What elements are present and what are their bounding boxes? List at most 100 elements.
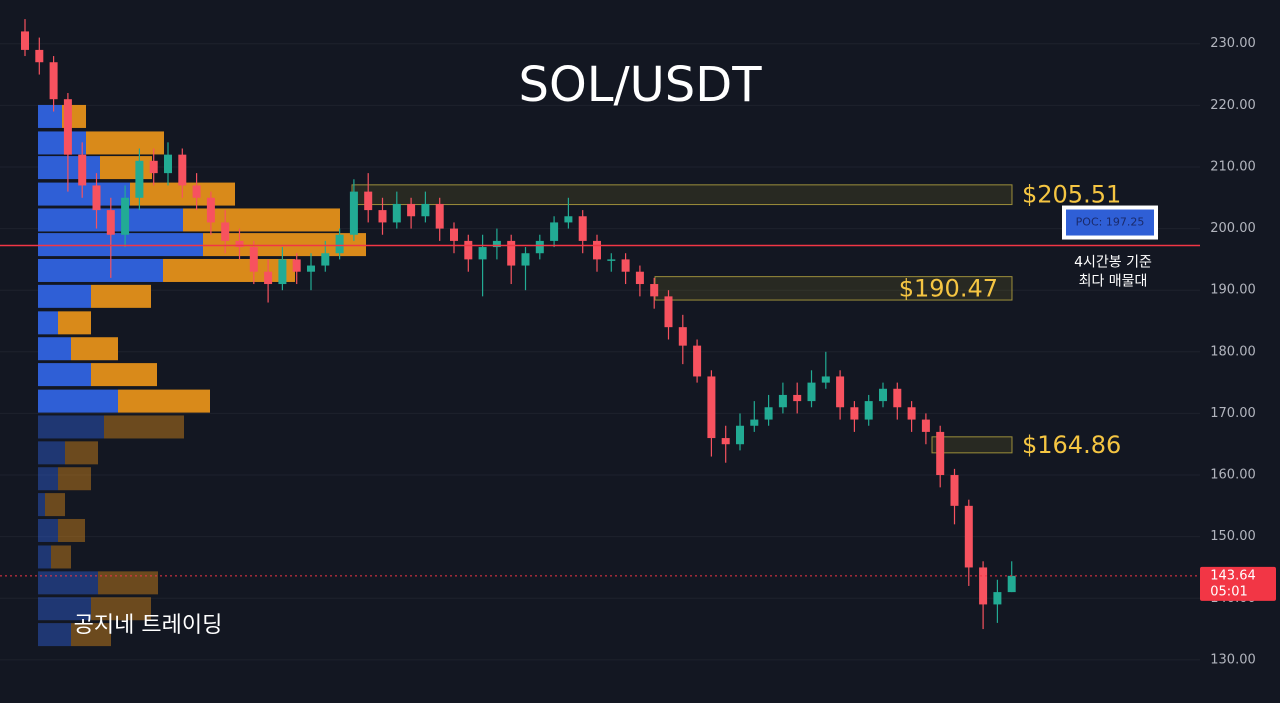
zone-label: $190.47 (899, 274, 998, 302)
candle-body (249, 247, 258, 272)
candle-body (550, 222, 559, 241)
profile-buy-bar (38, 518, 58, 542)
profile-sell-bar (183, 208, 340, 232)
profile-buy-bar (38, 233, 203, 257)
poc-note: 4시간봉 기준 (1074, 255, 1152, 271)
candle-body (650, 284, 659, 297)
candle-body (721, 438, 730, 445)
profile-buy-bar (38, 284, 91, 308)
candle-body (678, 327, 687, 346)
profile-sell-bar (71, 337, 118, 361)
candle-body (135, 160, 144, 198)
candle-body (836, 376, 845, 408)
profile-buy-bar (38, 182, 130, 206)
candle-body (235, 240, 244, 248)
candle-body (206, 197, 215, 223)
candle-body (621, 259, 630, 272)
candle-body (63, 99, 72, 155)
candle-body (764, 407, 773, 420)
candle-body (993, 592, 1002, 605)
profile-buy-bar (38, 493, 45, 517)
profile-sell-bar (100, 156, 152, 180)
y-tick-label: 210.00 (1210, 159, 1256, 174)
y-tick-label: 130.00 (1210, 652, 1256, 667)
candle-body (278, 259, 287, 285)
candle-body (1007, 575, 1016, 593)
candle-body (106, 210, 115, 235)
profile-buy-bar (38, 467, 58, 491)
profile-sell-bar (51, 545, 71, 569)
last-price-tag (1200, 566, 1276, 601)
candle-body (750, 419, 759, 426)
candle-body (335, 234, 344, 254)
candle-body (535, 240, 544, 254)
profile-buy-bar (38, 258, 163, 282)
candle-body (593, 240, 601, 260)
candle-body (164, 154, 172, 174)
candle-body (578, 216, 587, 241)
candle-body (635, 271, 644, 285)
candle-body (492, 240, 501, 248)
candle-body (307, 265, 315, 272)
profile-buy-bar (38, 337, 71, 361)
profile-sell-bar (71, 623, 111, 647)
y-tick-label: 230.00 (1210, 36, 1256, 51)
profile-sell-bar (98, 571, 158, 595)
profile-sell-bar (58, 311, 91, 335)
y-tick-label: 180.00 (1210, 344, 1256, 359)
profile-buy-bar (38, 441, 65, 465)
candle-body (221, 222, 230, 241)
profile-sell-bar (163, 258, 295, 282)
profile-sell-bar (91, 284, 151, 308)
candle-body (664, 296, 673, 328)
countdown-label: 05:01 (1210, 584, 1247, 599)
candle-body (421, 203, 430, 217)
candle-body (21, 31, 29, 50)
candle-body (936, 431, 945, 476)
candle-body (893, 388, 902, 408)
profile-buy-bar (38, 545, 51, 569)
profile-sell-bar (65, 441, 98, 465)
candle-body (521, 253, 530, 266)
profile-sell-bar (118, 389, 210, 413)
candle-body (78, 154, 87, 186)
zone (931, 436, 1013, 454)
candle-body (793, 394, 802, 402)
candle-body (564, 216, 573, 223)
profile-buy-bar (38, 311, 58, 335)
candle-body (178, 154, 187, 186)
candle-body (192, 185, 201, 198)
profile-sell-bar (58, 518, 85, 542)
profile-sell-bar (45, 493, 65, 517)
candle-body (736, 425, 744, 445)
profile-sell-bar (91, 363, 157, 387)
poc-label: POC: 197.25 (1076, 216, 1145, 229)
candle-body (264, 271, 273, 285)
y-tick-label: 190.00 (1210, 283, 1256, 298)
y-tick-label: 220.00 (1210, 98, 1256, 113)
candle-body (821, 376, 830, 383)
zone (351, 184, 1013, 206)
profile-buy-bar (38, 389, 118, 413)
candle-body (392, 203, 401, 223)
profile-sell-bar (104, 415, 184, 439)
candle-body (378, 210, 387, 223)
profile-buy-bar (38, 156, 100, 180)
candle-body (92, 185, 101, 211)
candle-body (864, 401, 873, 420)
candle-body (478, 247, 487, 260)
candle-body (921, 419, 930, 432)
candle-body (149, 160, 158, 174)
zone-label: $164.86 (1022, 431, 1121, 459)
zone-label: $205.51 (1022, 181, 1121, 209)
y-tick-label: 170.00 (1210, 406, 1256, 421)
candle-body (850, 407, 859, 420)
profile-buy-bar (38, 363, 91, 387)
profile-buy-bar (38, 571, 98, 595)
poc-box-inner (1066, 209, 1154, 236)
candle-body (979, 567, 988, 605)
last-price-label: 143.64 (1210, 568, 1256, 583)
profile-buy-bar (38, 131, 86, 155)
candle-body (607, 259, 616, 261)
watermark: 공지네 트레이딩 (74, 613, 223, 638)
